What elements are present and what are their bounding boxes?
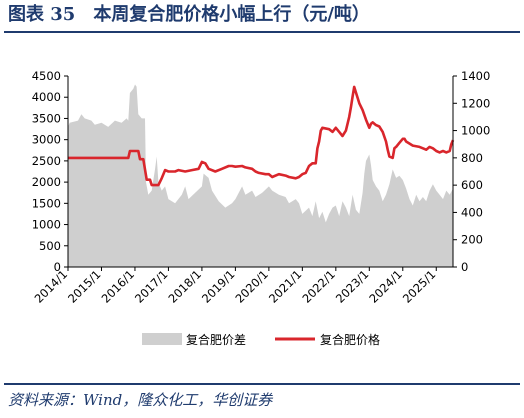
- right-tick-label: 200: [461, 233, 483, 247]
- legend-label-price: 复合肥价格: [320, 332, 380, 347]
- right-tick-label: 400: [461, 205, 483, 219]
- x-tick-label: 2023/1: [333, 267, 372, 306]
- x-tick-label: 2018/1: [166, 267, 205, 306]
- right-tick-label: 800: [461, 151, 483, 165]
- left-tick-label: 2000: [32, 175, 61, 189]
- left-tick-label: 1500: [32, 196, 61, 210]
- left-tick-label: 1000: [32, 218, 61, 232]
- right-axis: 0 200 400 600 800 1000 1200 1400: [453, 69, 490, 274]
- source-note: 资料来源：Wind，隆众化工，华创证券: [8, 391, 273, 409]
- x-tick-label: 2020/1: [232, 267, 271, 306]
- right-tick-label: 600: [461, 178, 483, 192]
- right-tick-label: 1400: [461, 69, 490, 83]
- right-tick-label: 0: [461, 260, 468, 274]
- left-tick-label: 3000: [32, 133, 61, 147]
- left-tick-label: 0: [54, 260, 61, 274]
- left-tick-label: 3500: [32, 111, 61, 125]
- left-tick-label: 4500: [32, 69, 61, 83]
- x-tick-label: 2019/1: [199, 267, 238, 306]
- x-tick-label: 2024/1: [366, 267, 405, 306]
- x-axis: 2014/12015/12016/12017/12018/12019/12020…: [32, 267, 439, 306]
- x-tick-label: 2022/1: [299, 267, 338, 306]
- legend-swatch-spread: [142, 333, 182, 345]
- source-rule: [4, 383, 520, 385]
- x-tick-label: 2017/1: [132, 267, 171, 306]
- series-line-price: [68, 85, 455, 187]
- left-axis: 0 500 1000 1500 2000 2500 3000 3500 4000 4500: [32, 69, 68, 274]
- right-tick-label: 1000: [461, 124, 490, 138]
- legend: 复合肥价差 复合肥价格: [142, 332, 380, 347]
- plot-area: [67, 76, 455, 268]
- series-area-spread: [68, 84, 453, 267]
- x-tick-label: 2014/1: [32, 267, 71, 306]
- left-tick-label: 4000: [32, 90, 61, 104]
- left-tick-label: 500: [39, 239, 61, 253]
- right-tick-label: 1200: [461, 96, 490, 110]
- x-tick-label: 2015/1: [65, 267, 104, 306]
- x-tick-label: 2021/1: [266, 267, 305, 306]
- legend-label-spread: 复合肥价差: [186, 332, 246, 347]
- figure-title: 图表 35 本周复合肥价格小幅上行（元/吨）: [8, 4, 370, 25]
- x-tick-label: 2016/1: [99, 267, 138, 306]
- title-rule: [4, 31, 520, 33]
- left-tick-label: 2500: [32, 154, 61, 168]
- x-tick-label: 2025/1: [400, 267, 439, 306]
